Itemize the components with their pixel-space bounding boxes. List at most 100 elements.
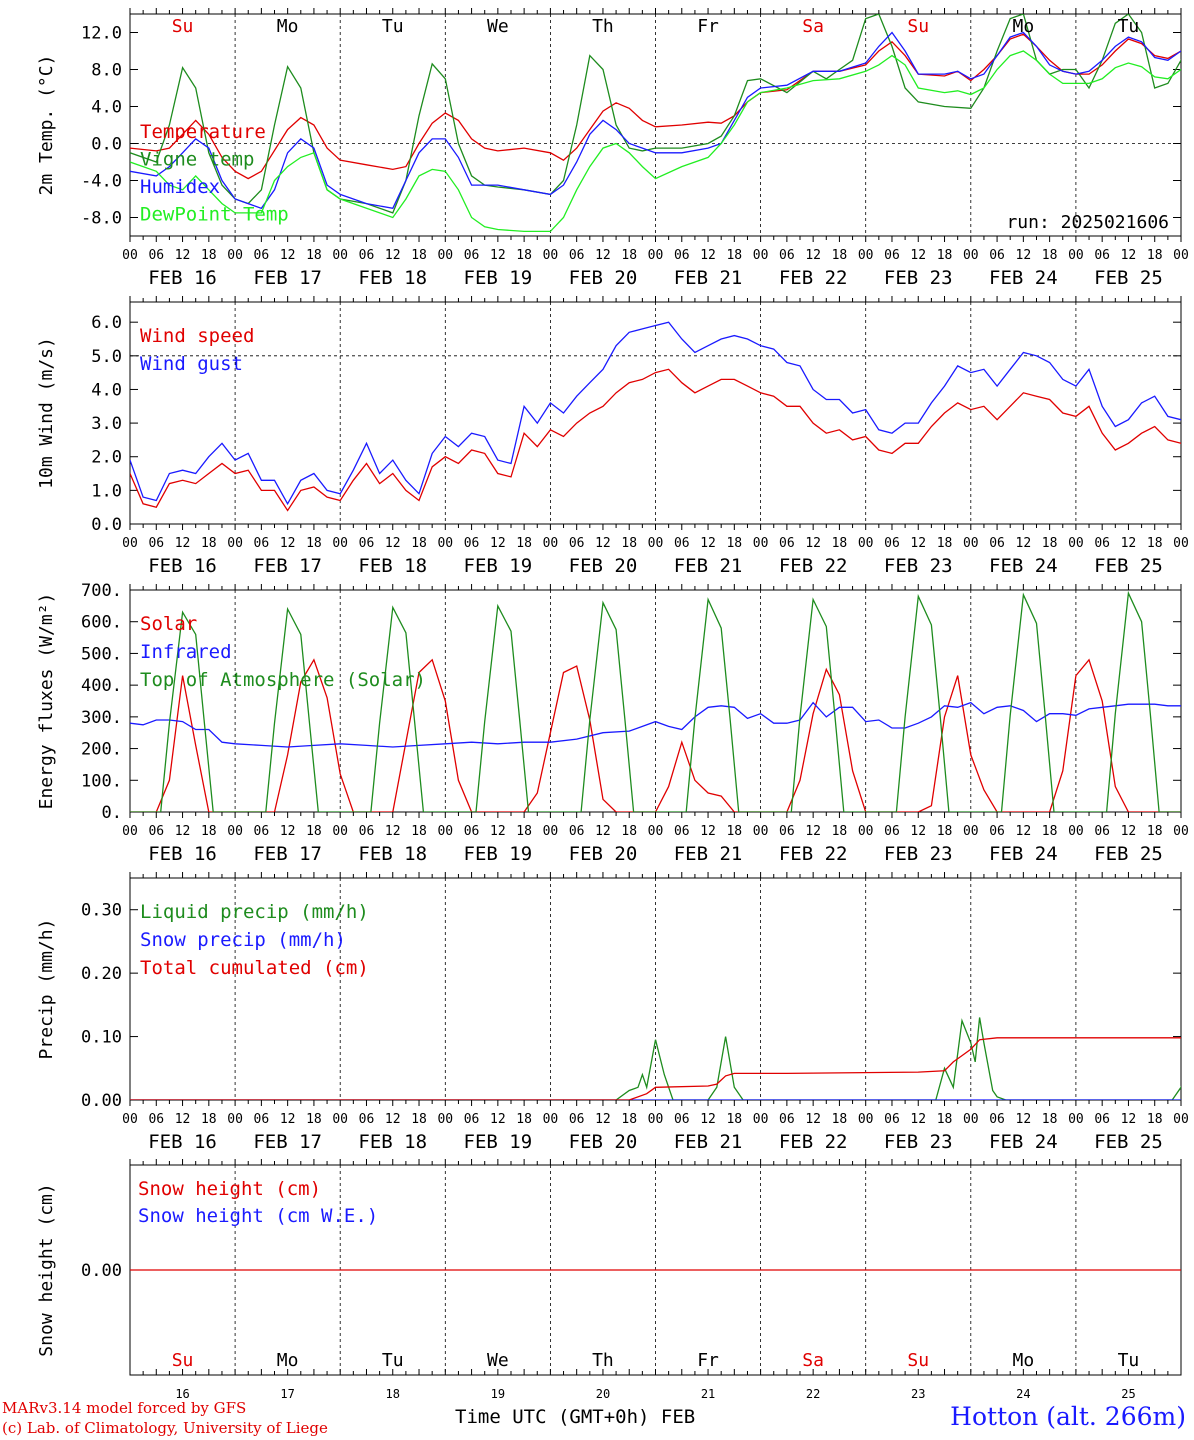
hour-tick-label: 06	[148, 1112, 164, 1127]
weekday-label: Fr	[697, 1350, 719, 1371]
hour-tick-label: 18	[411, 248, 427, 263]
date-label: FEB 23	[884, 1131, 953, 1153]
y-tick-label: 12.0	[81, 24, 122, 44]
hour-tick-label: 06	[989, 536, 1005, 551]
hour-tick-label: 18	[621, 824, 637, 839]
weekday-label: Fr	[697, 16, 719, 37]
hour-tick-label: 00	[753, 536, 769, 551]
hour-tick-label: 18	[411, 824, 427, 839]
hour-tick-label: 06	[569, 536, 585, 551]
hour-tick-label: 12	[280, 248, 296, 263]
hour-tick-label: 12	[490, 824, 506, 839]
y-axis-title: Precip (mm/h)	[36, 919, 57, 1060]
y-tick-label: 0.	[102, 803, 122, 823]
hour-tick-label: 00	[332, 1112, 348, 1127]
hour-tick-label: 06	[884, 536, 900, 551]
y-axis-title: Energy fluxes (W/m²)	[36, 593, 57, 810]
legend-entry: DewPoint Temp	[140, 204, 289, 226]
hour-tick-label: 00	[227, 536, 243, 551]
hour-tick-label: 18	[832, 536, 848, 551]
run-annotation: run: 2025021606	[1006, 212, 1169, 233]
date-label: FEB 20	[569, 267, 638, 289]
hour-tick-label: 00	[963, 248, 979, 263]
hour-tick-label: 00	[648, 824, 664, 839]
hour-tick-label: 00	[963, 1112, 979, 1127]
hour-tick-label: 12	[1121, 1112, 1137, 1127]
y-tick-label: 0.10	[81, 1028, 122, 1048]
hour-tick-label: 00	[227, 824, 243, 839]
hour-tick-label: 18	[832, 824, 848, 839]
hour-tick-label: 06	[569, 1112, 585, 1127]
y-tick-label: 0.00	[81, 1261, 122, 1281]
y-tick-label: 0.0	[91, 515, 122, 535]
x-axis-title: Time UTC (GMT+0h) FEB	[455, 1406, 696, 1428]
y-axis-title: 2m Temp. (°C)	[36, 55, 57, 196]
hour-tick-label: 06	[884, 1112, 900, 1127]
hour-tick-label: 00	[858, 1112, 874, 1127]
hour-tick-label: 12	[385, 1112, 401, 1127]
hour-tick-label: 12	[385, 824, 401, 839]
date-label: FEB 19	[464, 1131, 533, 1153]
date-label: FEB 21	[674, 555, 743, 577]
hour-tick-label: 06	[359, 536, 375, 551]
legend-entry: Top of Atmosphere (Solar)	[140, 669, 426, 691]
series-dewpoint-temp	[130, 50, 1181, 233]
hour-tick-label: 18	[306, 248, 322, 263]
hour-tick-label: 18	[1042, 536, 1058, 551]
legend-entry: Snow precip (mm/h)	[140, 929, 346, 951]
y-tick-label: 600.	[81, 613, 122, 633]
weekday-label: Sa	[802, 1350, 824, 1371]
hour-tick-label: 12	[175, 248, 191, 263]
hour-tick-label: 12	[1121, 824, 1137, 839]
hour-tick-label: 00	[753, 248, 769, 263]
hour-tick-label: 00	[753, 1112, 769, 1127]
hour-tick-label: 00	[437, 1112, 453, 1127]
hour-tick-label: 12	[1121, 248, 1137, 263]
hour-tick-label: 00	[1173, 1112, 1189, 1127]
hour-tick-label: 12	[805, 536, 821, 551]
weekday-label: Su	[172, 1350, 194, 1371]
hour-tick-label: 18	[411, 1112, 427, 1127]
date-label: FEB 24	[989, 267, 1058, 289]
hour-tick-label: 00	[332, 248, 348, 263]
hour-tick-label: 00	[122, 824, 138, 839]
hour-tick-label: 06	[464, 536, 480, 551]
hour-tick-label: 18	[1147, 248, 1163, 263]
hour-tick-label: 06	[1094, 824, 1110, 839]
day-number-label: 16	[175, 1387, 189, 1401]
hour-tick-label: 00	[543, 248, 559, 263]
hour-tick-label: 18	[201, 1112, 217, 1127]
date-label: FEB 25	[1094, 267, 1163, 289]
day-number-label: 25	[1121, 1387, 1135, 1401]
hour-tick-label: 00	[332, 536, 348, 551]
hour-tick-label: 18	[201, 248, 217, 263]
hour-tick-label: 12	[700, 824, 716, 839]
hour-tick-label: 06	[464, 824, 480, 839]
legend-entry: Temperature	[140, 121, 266, 143]
legend-entry: Humidex	[140, 176, 220, 198]
y-axis-title: Snow height (cm)	[36, 1183, 57, 1356]
hour-tick-label: 06	[674, 248, 690, 263]
hour-tick-label: 00	[543, 824, 559, 839]
hour-tick-label: 06	[359, 1112, 375, 1127]
hour-tick-label: 12	[1016, 1112, 1032, 1127]
hour-tick-label: 18	[832, 1112, 848, 1127]
hour-tick-label: 06	[674, 1112, 690, 1127]
day-number-label: 19	[491, 1387, 505, 1401]
weekday-label: Mo	[277, 16, 299, 37]
hour-tick-label: 12	[490, 1112, 506, 1127]
y-tick-label: 400.	[81, 676, 122, 696]
hour-tick-label: 12	[175, 536, 191, 551]
y-tick-label: 5.0	[91, 347, 122, 367]
hour-tick-label: 06	[254, 824, 270, 839]
hour-tick-label: 18	[621, 536, 637, 551]
hour-tick-label: 00	[122, 536, 138, 551]
weekday-label: We	[487, 1350, 509, 1371]
day-number-label: 22	[806, 1387, 820, 1401]
date-label: FEB 16	[148, 555, 217, 577]
y-tick-label: 300.	[81, 708, 122, 728]
hour-tick-label: 12	[280, 1112, 296, 1127]
weekday-label: Su	[907, 1350, 929, 1371]
hour-tick-label: 12	[175, 1112, 191, 1127]
